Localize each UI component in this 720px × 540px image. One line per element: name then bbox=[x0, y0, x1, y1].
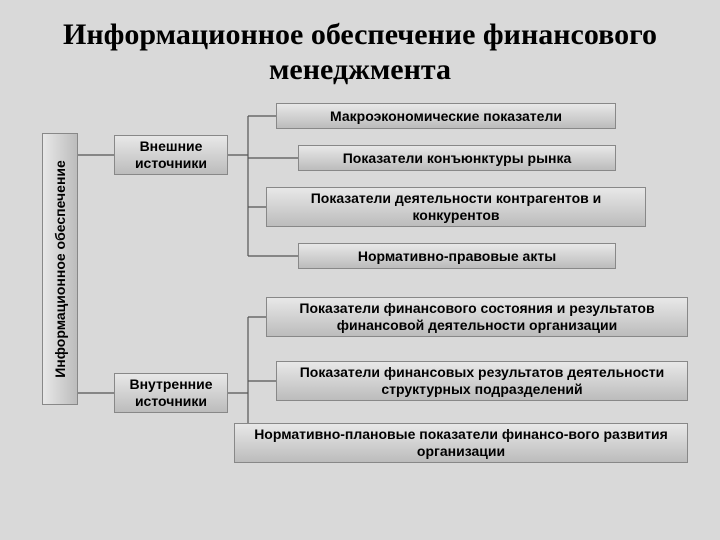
node-label: Показатели финансового состояния и резул… bbox=[275, 300, 679, 334]
node-label: Внутренние источники bbox=[123, 376, 219, 410]
node-main-label: Информационное обеспечение bbox=[52, 160, 68, 378]
node-label: Внешние источники bbox=[123, 138, 219, 172]
diagram-canvas: Информационное обеспечение Внешние источ… bbox=[0, 97, 720, 527]
node-label: Нормативно-правовые акты bbox=[358, 248, 556, 265]
node-e4: Нормативно-правовые акты bbox=[298, 243, 616, 269]
node-label: Показатели финансовых результатов деятел… bbox=[285, 364, 679, 398]
node-label: Показатели деятельности контрагентов и к… bbox=[275, 190, 637, 224]
node-internal: Внутренние источники bbox=[114, 373, 228, 413]
node-e2: Показатели конъюнктуры рынка bbox=[298, 145, 616, 171]
node-e3: Показатели деятельности контрагентов и к… bbox=[266, 187, 646, 227]
node-main: Информационное обеспечение bbox=[42, 133, 78, 405]
node-label: Показатели конъюнктуры рынка bbox=[343, 150, 572, 167]
node-external: Внешние источники bbox=[114, 135, 228, 175]
node-i3: Нормативно-плановые показатели финансо-в… bbox=[234, 423, 688, 463]
node-label: Макроэкономические показатели bbox=[330, 108, 562, 125]
page-title: Информационное обеспечение финансового м… bbox=[0, 0, 720, 97]
node-e1: Макроэкономические показатели bbox=[276, 103, 616, 129]
node-i1: Показатели финансового состояния и резул… bbox=[266, 297, 688, 337]
node-i2: Показатели финансовых результатов деятел… bbox=[276, 361, 688, 401]
node-label: Нормативно-плановые показатели финансо-в… bbox=[243, 426, 679, 460]
